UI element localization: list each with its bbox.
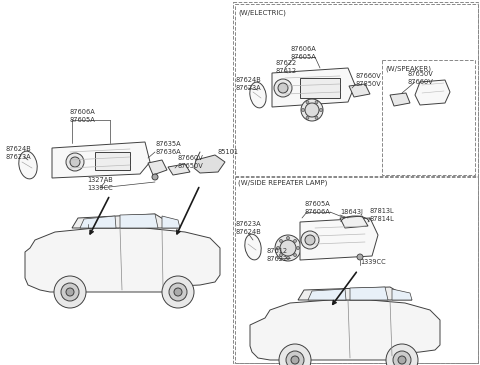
Text: 1339CC: 1339CC xyxy=(360,259,386,265)
Polygon shape xyxy=(168,164,190,175)
Bar xyxy=(95,152,130,170)
Circle shape xyxy=(301,99,323,121)
Polygon shape xyxy=(390,93,410,106)
Circle shape xyxy=(315,116,318,119)
Text: (W/SPEAKER): (W/SPEAKER) xyxy=(385,65,431,72)
Polygon shape xyxy=(298,287,412,300)
Bar xyxy=(382,60,475,175)
Text: 87624B
87623A: 87624B 87623A xyxy=(235,77,261,91)
Bar xyxy=(233,2,478,363)
Text: 87605A
87606A: 87605A 87606A xyxy=(304,201,330,215)
Text: 87660V
87850V: 87660V 87850V xyxy=(356,73,382,87)
Circle shape xyxy=(315,101,318,104)
Circle shape xyxy=(305,235,315,245)
Circle shape xyxy=(278,83,288,93)
Circle shape xyxy=(276,246,279,250)
Polygon shape xyxy=(194,155,225,173)
Text: 87660V
87650V: 87660V 87650V xyxy=(177,155,203,169)
Text: 85101: 85101 xyxy=(218,149,239,155)
Circle shape xyxy=(294,239,297,242)
Text: 87624B
87623A: 87624B 87623A xyxy=(5,146,31,160)
Circle shape xyxy=(54,276,86,308)
Circle shape xyxy=(152,174,158,180)
Circle shape xyxy=(305,103,319,117)
Circle shape xyxy=(320,108,323,111)
Ellipse shape xyxy=(250,82,266,108)
Polygon shape xyxy=(80,216,116,228)
Polygon shape xyxy=(350,287,388,300)
Circle shape xyxy=(66,153,84,171)
Circle shape xyxy=(287,237,289,239)
Circle shape xyxy=(66,288,74,296)
Circle shape xyxy=(357,254,363,260)
Circle shape xyxy=(61,283,79,301)
Circle shape xyxy=(306,101,309,104)
Text: 18643J: 18643J xyxy=(340,209,363,215)
Polygon shape xyxy=(72,214,178,228)
Polygon shape xyxy=(349,84,370,97)
Circle shape xyxy=(398,356,406,364)
Polygon shape xyxy=(340,216,368,228)
Text: 87623A
87624B: 87623A 87624B xyxy=(235,221,261,235)
Polygon shape xyxy=(308,289,346,300)
Circle shape xyxy=(280,240,296,256)
Ellipse shape xyxy=(19,151,37,179)
Circle shape xyxy=(301,231,319,249)
Circle shape xyxy=(169,283,187,301)
Text: (W/SIDE REPEATER LAMP): (W/SIDE REPEATER LAMP) xyxy=(238,180,327,187)
Polygon shape xyxy=(392,289,412,300)
Circle shape xyxy=(386,344,418,365)
Circle shape xyxy=(393,351,411,365)
Circle shape xyxy=(301,108,304,111)
Polygon shape xyxy=(120,214,158,228)
Circle shape xyxy=(306,116,309,119)
Polygon shape xyxy=(162,216,180,228)
Circle shape xyxy=(279,254,282,257)
Circle shape xyxy=(279,344,311,365)
Bar xyxy=(300,78,340,98)
Ellipse shape xyxy=(245,234,261,260)
Text: (W/ELECTRIC): (W/ELECTRIC) xyxy=(238,10,286,16)
Circle shape xyxy=(279,239,282,242)
Text: 87606A
87605A: 87606A 87605A xyxy=(69,109,95,123)
Polygon shape xyxy=(25,228,220,292)
Circle shape xyxy=(286,351,304,365)
Text: 87635A
87636A: 87635A 87636A xyxy=(155,141,180,155)
Circle shape xyxy=(294,254,297,257)
Text: 1327AB
1339CC: 1327AB 1339CC xyxy=(87,177,113,191)
Circle shape xyxy=(70,157,80,167)
Polygon shape xyxy=(272,68,355,107)
Bar xyxy=(235,177,478,363)
Text: 87622
87612: 87622 87612 xyxy=(276,60,297,74)
Polygon shape xyxy=(148,160,167,175)
Polygon shape xyxy=(250,300,440,360)
Text: 87813L
87814L: 87813L 87814L xyxy=(370,208,395,222)
Circle shape xyxy=(162,276,194,308)
Bar xyxy=(235,4,478,176)
Text: 87612
87622: 87612 87622 xyxy=(266,248,288,262)
Polygon shape xyxy=(300,218,378,260)
Circle shape xyxy=(174,288,182,296)
Polygon shape xyxy=(415,80,450,105)
Polygon shape xyxy=(52,142,150,178)
Text: 87650V
87660V: 87650V 87660V xyxy=(407,71,433,85)
Circle shape xyxy=(274,79,292,97)
Circle shape xyxy=(291,356,299,364)
Circle shape xyxy=(287,257,289,260)
Text: 87606A
87605A: 87606A 87605A xyxy=(290,46,316,60)
Circle shape xyxy=(275,235,301,261)
Circle shape xyxy=(297,246,300,250)
